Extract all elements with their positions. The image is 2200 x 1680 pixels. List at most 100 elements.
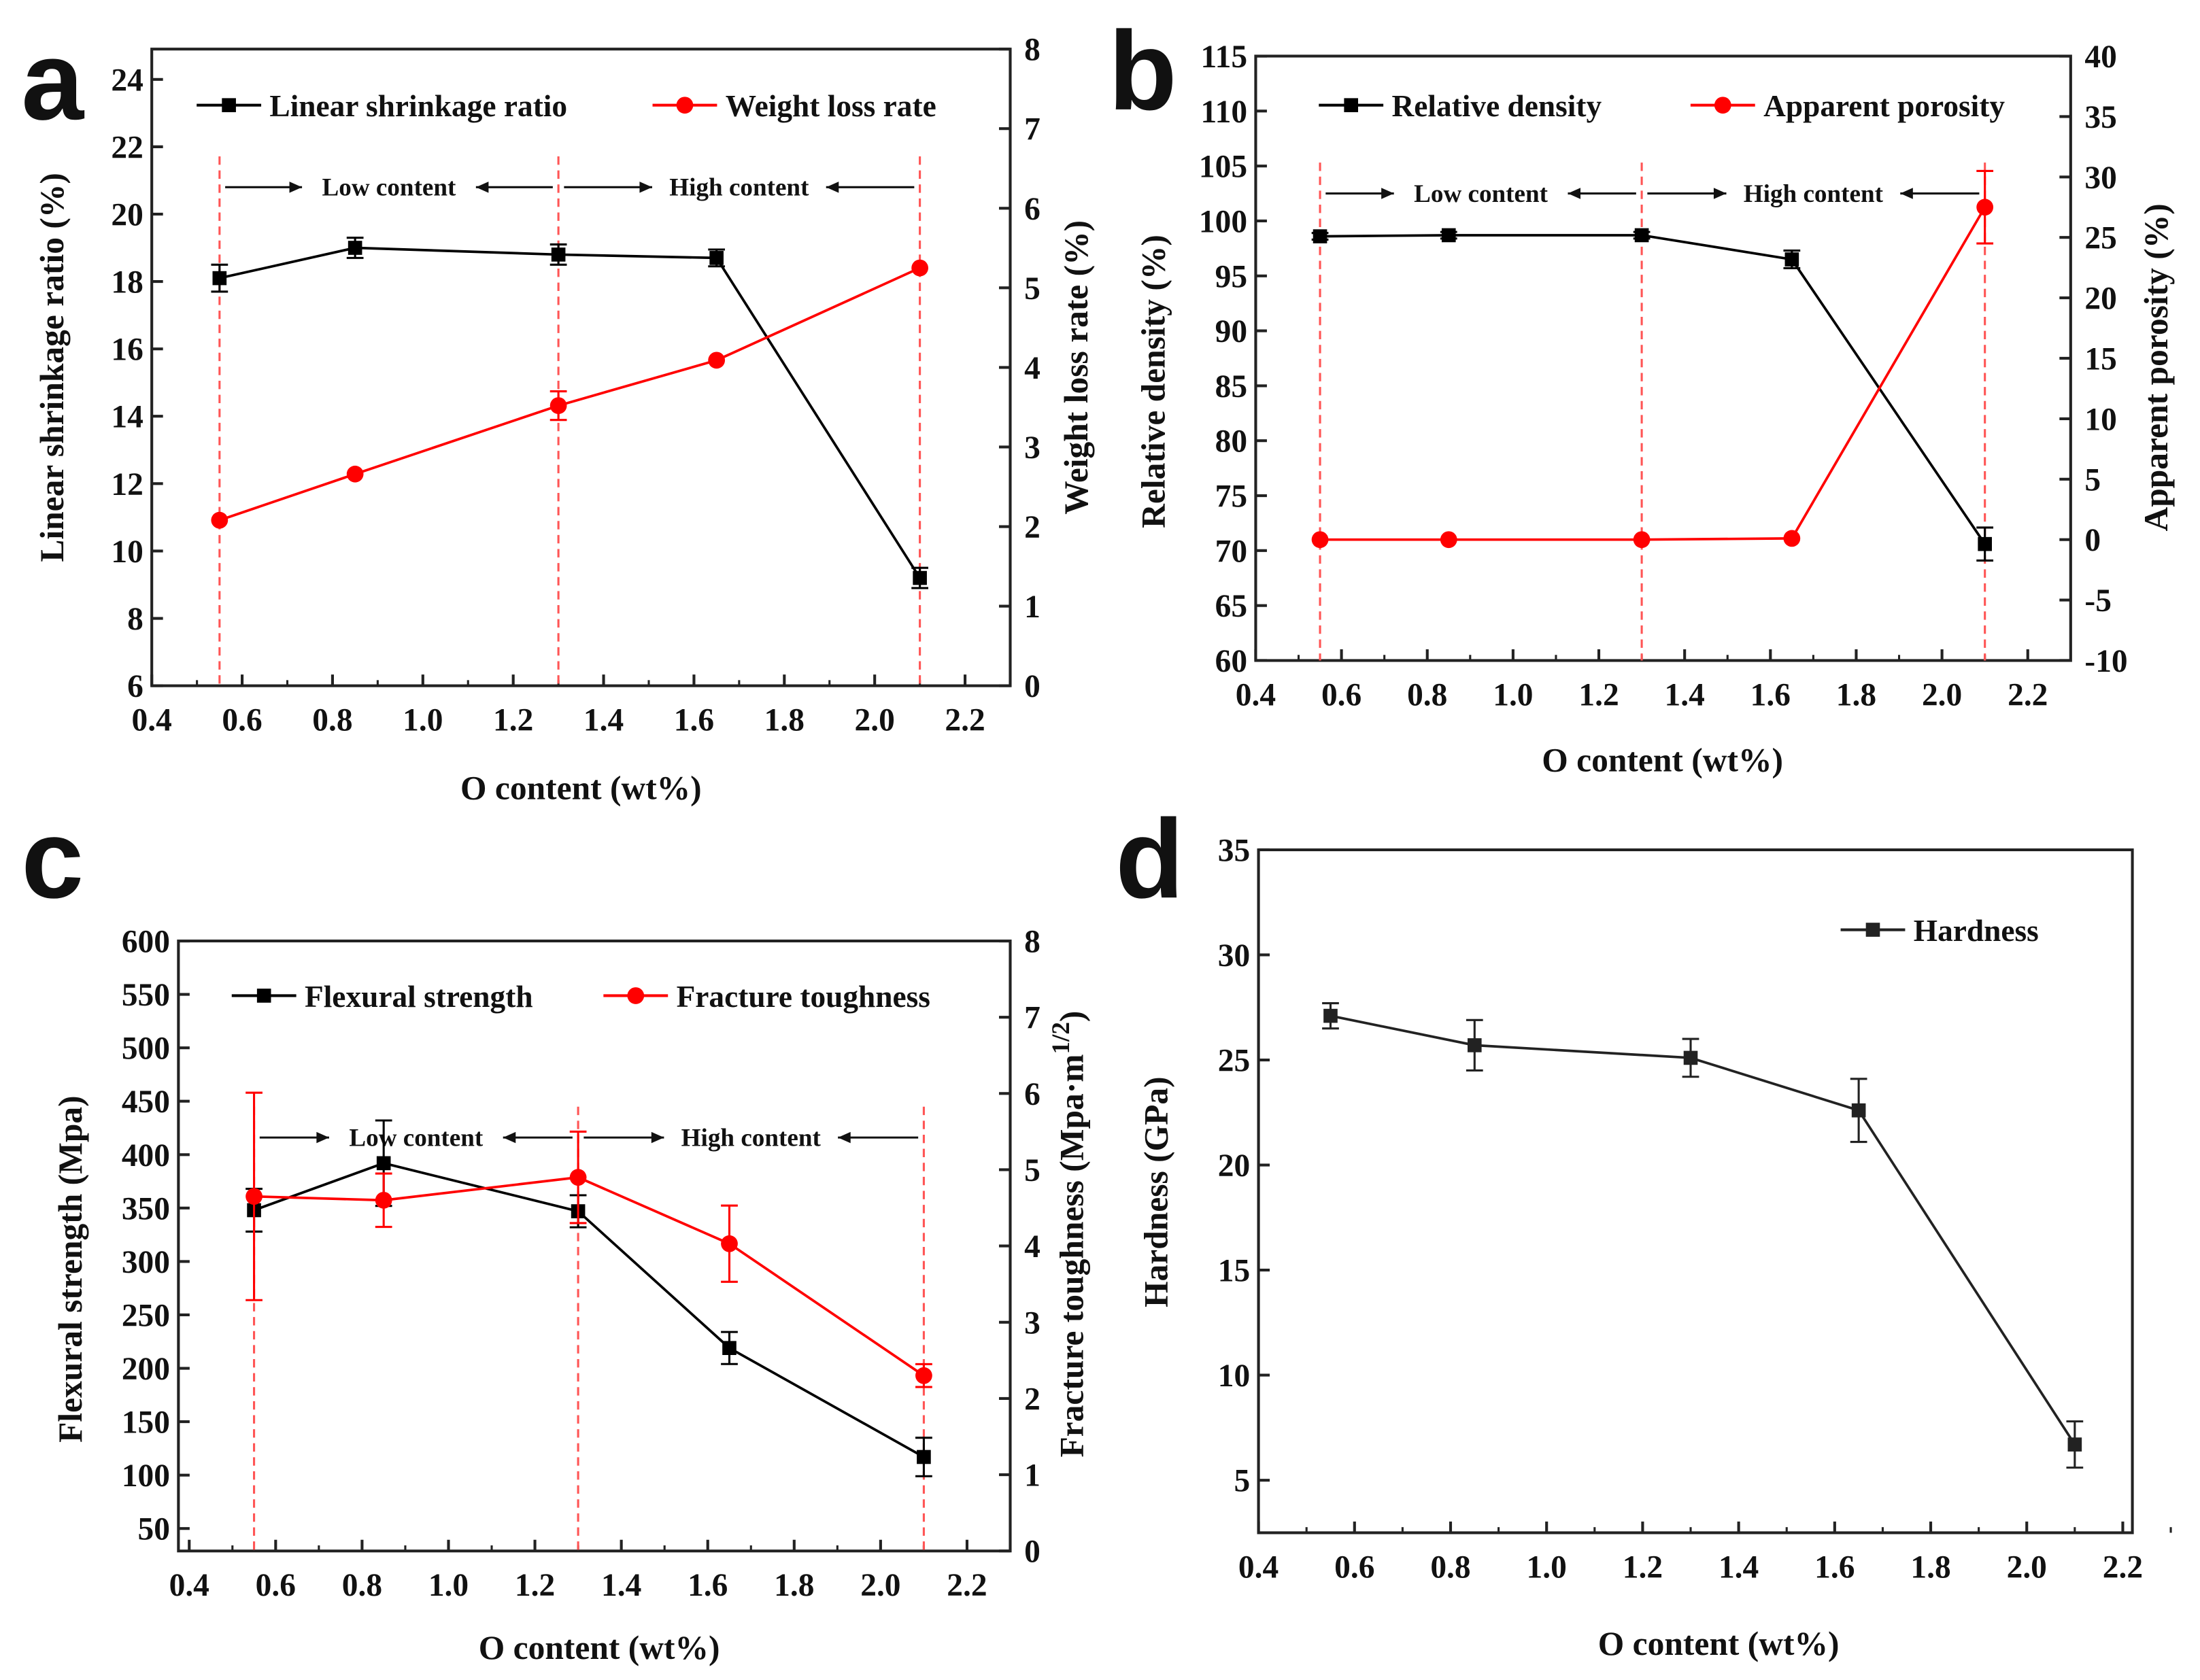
panel-label: b bbox=[1109, 8, 1177, 133]
y2-tick-label: 35 bbox=[2084, 100, 2116, 135]
y-tick-label: 85 bbox=[1215, 369, 1247, 405]
y-tick-label: 16 bbox=[111, 332, 143, 368]
x-tick-label: 0.4 bbox=[1236, 677, 1276, 713]
data-point-square bbox=[348, 241, 362, 255]
x-tick-label: 1.4 bbox=[1665, 677, 1705, 713]
x-tick-label: 1.4 bbox=[583, 703, 624, 738]
panel-a: a0.4 0.6 0.8 1.0 1.2 1.4 1.6 1.8 2.0 2.2681012141… bbox=[21, 18, 1095, 806]
x-tick-label: 1.4 bbox=[1719, 1549, 1759, 1585]
arrow-head bbox=[1568, 188, 1581, 199]
x-axis-title: O content (wt%) bbox=[479, 1629, 720, 1666]
arrow-head bbox=[289, 182, 303, 193]
data-point-circle bbox=[246, 1188, 263, 1205]
data-point-circle bbox=[549, 397, 567, 414]
arrow-head bbox=[1381, 188, 1394, 199]
x-tick-label: 1.0 bbox=[1527, 1549, 1567, 1585]
data-point-square bbox=[1467, 1038, 1482, 1052]
y2-axis-title: Apparent porosity (%) bbox=[2137, 203, 2175, 531]
x-tick-label: 0.8 bbox=[1430, 1549, 1470, 1585]
x-tick-label: 2.2 bbox=[2008, 677, 2048, 713]
y2-axis-title-text: Fracture toughness (Mpa·m bbox=[1053, 1055, 1091, 1458]
legend-marker-square bbox=[256, 989, 271, 1003]
y-tick-label: 90 bbox=[1215, 314, 1247, 349]
y2-tick-label: 0 bbox=[1024, 669, 1040, 704]
x-tick-label: 1.8 bbox=[764, 703, 805, 738]
y2-tick-label: 1 bbox=[1024, 1458, 1040, 1494]
y-tick-label: 22 bbox=[111, 130, 143, 165]
data-point-square bbox=[1978, 536, 1992, 551]
x-axis-title: O content (wt%) bbox=[1542, 741, 1783, 778]
data-point-square bbox=[709, 251, 724, 265]
data-point-square bbox=[1313, 229, 1327, 243]
y2-tick-label: 2 bbox=[1024, 510, 1040, 545]
arrow-head bbox=[475, 182, 489, 193]
y2-tick-label: 0 bbox=[2084, 523, 2101, 558]
series-line-1 bbox=[1320, 206, 1986, 541]
arrow-head bbox=[651, 1131, 664, 1144]
y2-tick-label: 15 bbox=[2084, 341, 2116, 377]
y-tick-label: 550 bbox=[122, 978, 170, 1013]
data-point-square bbox=[1441, 228, 1456, 243]
data-point-square bbox=[1784, 252, 1799, 267]
x-tick-label: 1.8 bbox=[774, 1568, 814, 1603]
data-point-square bbox=[2067, 1437, 2082, 1452]
y-axis-title: Hardness (GPa) bbox=[1138, 1076, 1175, 1307]
y-tick-label: 75 bbox=[1215, 479, 1247, 515]
legend-marker-square bbox=[1865, 923, 1880, 937]
y-tick-label: 450 bbox=[122, 1084, 170, 1120]
data-point-square bbox=[1323, 1008, 1338, 1023]
y-tick-label: 70 bbox=[1215, 534, 1247, 569]
y2-axis-title: Fracture toughness (Mpa·m1/2) bbox=[1047, 1011, 1091, 1458]
data-point-square bbox=[913, 570, 927, 585]
x-tick-label: 0.4 bbox=[169, 1568, 209, 1603]
legend-label: Hardness bbox=[1914, 914, 2039, 948]
series-line-1 bbox=[254, 1176, 925, 1377]
y-axis-title: Linear shrinkage ratio (%) bbox=[33, 173, 71, 562]
x-tick-label: 0.4 bbox=[132, 703, 172, 738]
legend-label: Weight loss rate bbox=[726, 89, 936, 123]
x-tick-label: 0.6 bbox=[1334, 1549, 1374, 1585]
panel-c: c0.4 0.6 0.8 1.0 1.2 1.4 1.6 1.8 2.0 2.2501001502… bbox=[21, 796, 1090, 1666]
data-point-circle bbox=[1633, 531, 1651, 549]
data-point-circle bbox=[1976, 199, 1994, 216]
panel-label: d bbox=[1115, 796, 1184, 921]
y2-tick-label: 8 bbox=[1024, 33, 1040, 68]
y-tick-label: 30 bbox=[1218, 938, 1250, 974]
panel-label: a bbox=[21, 18, 84, 143]
annotation-high-content: High content bbox=[1744, 180, 1884, 208]
x-tick-label: 1.2 bbox=[1623, 1549, 1663, 1585]
y2-tick-label: 4 bbox=[1024, 1229, 1040, 1265]
data-point-circle bbox=[915, 1367, 932, 1384]
data-point-circle bbox=[911, 259, 928, 277]
x-tick-label: 2.2 bbox=[945, 703, 985, 738]
legend-label: Fracture toughness bbox=[677, 980, 930, 1014]
panel-d: d 0.4 0.6 0.8 1.0 1.2 1.4 1.6 1.8 2.0 2.2 5 10 15 20 25… bbox=[1115, 796, 2172, 1662]
data-point-circle bbox=[375, 1191, 392, 1209]
panel-label: c bbox=[21, 796, 84, 921]
x-tick-label: 1.6 bbox=[674, 703, 714, 738]
x-tick-label: 1.6 bbox=[1814, 1549, 1855, 1585]
data-point-circle bbox=[211, 511, 229, 529]
x-tick-label: 1.0 bbox=[403, 703, 443, 738]
data-point-square bbox=[917, 1450, 931, 1464]
plot-frame bbox=[177, 939, 1012, 1553]
plot-frame bbox=[150, 48, 1012, 687]
y2-tick-label: 6 bbox=[1024, 192, 1040, 227]
y-tick-label: 20 bbox=[1218, 1148, 1250, 1184]
data-point-square bbox=[1634, 228, 1649, 243]
y-tick-label: 110 bbox=[1201, 95, 1248, 130]
legend-label: Linear shrinkage ratio bbox=[269, 89, 567, 123]
y2-tick-label: 3 bbox=[1024, 1305, 1040, 1341]
y-tick-label: 14 bbox=[111, 400, 143, 435]
y-tick-label: 350 bbox=[122, 1191, 170, 1227]
annotation-low-content: Low content bbox=[349, 1125, 484, 1152]
arrow-head bbox=[838, 1131, 851, 1144]
x-tick-label: 0.6 bbox=[256, 1568, 296, 1603]
legend-marker-square bbox=[1344, 98, 1359, 113]
y-tick-label: 8 bbox=[127, 602, 143, 637]
y2-axis-title-superscript: 1/2 bbox=[1047, 1022, 1075, 1054]
x-tick-label: 1.0 bbox=[1493, 677, 1533, 713]
legend-marker-circle bbox=[1714, 97, 1731, 114]
x-tick-label: 1.6 bbox=[688, 1568, 728, 1603]
